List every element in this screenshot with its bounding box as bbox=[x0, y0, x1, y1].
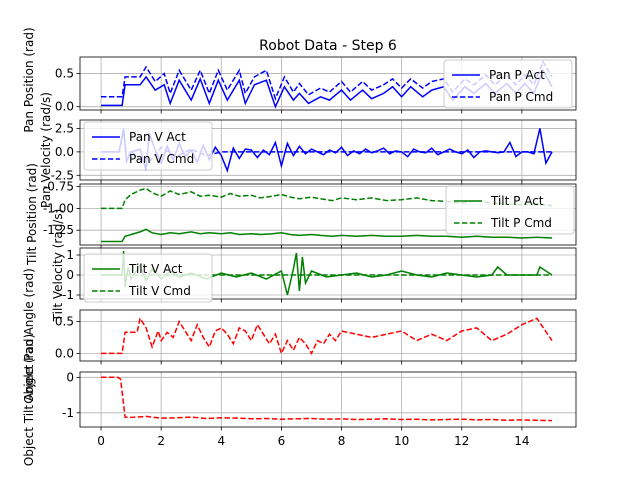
legend-label: Tilt V Cmd bbox=[128, 284, 191, 298]
legend-box bbox=[445, 185, 575, 235]
y-tick-label: -2.5 bbox=[51, 168, 74, 182]
axes-frame bbox=[79, 183, 577, 246]
x-tick-label: 12 bbox=[454, 434, 469, 448]
y-tick-label: -1 bbox=[62, 288, 74, 302]
legend: Tilt V Act Tilt V Cmd bbox=[83, 253, 213, 303]
legend-box bbox=[83, 121, 213, 171]
y-tick-label: -1.25 bbox=[43, 223, 74, 237]
legend-label: Pan P Cmd bbox=[489, 90, 553, 104]
y-tick-label: 0 bbox=[66, 370, 74, 384]
y-tick-label: 2.5 bbox=[55, 121, 74, 135]
legend-label: Pan P Act bbox=[489, 68, 545, 82]
y-axis-label: Tilt Velocity (rad/s) bbox=[51, 209, 65, 323]
subplot-3: -0.75 -1.00 -1.25 Tilt Position (rad) Tilt P… bbox=[25, 163, 577, 266]
legend: Pan V Act Pan V Cmd bbox=[83, 121, 213, 171]
legend-label: Tilt P Act bbox=[490, 194, 544, 208]
legend-box bbox=[443, 59, 573, 109]
y-tick-label: 0.5 bbox=[55, 314, 74, 328]
legend-label: Tilt V Act bbox=[128, 262, 183, 276]
x-tick-label: 8 bbox=[338, 434, 346, 448]
series-line-unnamed bbox=[101, 316, 553, 356]
subplot-5: 0.5 0.0 Object Pan Angle (rad) bbox=[22, 268, 577, 404]
x-tick-label: 2 bbox=[157, 434, 165, 448]
x-tick-label: 0 bbox=[97, 434, 105, 448]
legend: Pan P Act Pan P Cmd bbox=[443, 59, 573, 109]
y-tick-label: -0.75 bbox=[43, 180, 74, 194]
x-tick-label: 4 bbox=[217, 434, 225, 448]
y-axis-label: Object Pan Angle (rad) bbox=[22, 268, 36, 404]
legend: Tilt P Act Tilt P Cmd bbox=[445, 185, 575, 235]
series-line-unnamed bbox=[101, 376, 553, 422]
y-tick-label: -1.00 bbox=[43, 201, 74, 215]
axes-frame bbox=[79, 247, 577, 300]
y-tick-label: 0 bbox=[66, 268, 74, 282]
legend-label: Tilt P Cmd bbox=[490, 216, 552, 230]
subplot-1: 0.0 0.5 Pan Position (rad) Pan P Act Pan P C… bbox=[22, 27, 577, 133]
y-axis-label: Pan Position (rad) bbox=[22, 27, 36, 132]
y-tick-label: -1 bbox=[62, 406, 74, 420]
x-tick-label: 14 bbox=[514, 434, 529, 448]
y-tick-label: 0.0 bbox=[55, 346, 74, 360]
y-tick-label: 1 bbox=[66, 248, 74, 262]
series-line-tilt-p-act bbox=[101, 228, 553, 243]
y-tick-label: 0.5 bbox=[55, 67, 74, 81]
y-tick-label: 0.0 bbox=[55, 145, 74, 159]
axes-frame bbox=[79, 309, 577, 362]
x-tick-label: 6 bbox=[278, 434, 286, 448]
legend-label: Pan V Cmd bbox=[129, 152, 194, 166]
y-tick-label: 0.0 bbox=[55, 100, 74, 114]
y-axis-label: Pan Velocity (rad/s) bbox=[39, 92, 53, 208]
y-axis-label: Object Tilt Angle (rad) bbox=[22, 334, 36, 466]
legend-label: Pan V Act bbox=[129, 130, 186, 144]
axes-frame bbox=[79, 56, 577, 111]
axes-frame bbox=[79, 119, 577, 181]
subplot-6: 0 -1 0 2 4 6 8 10 12 14 Object Tilt Angle (rad) bbox=[22, 334, 577, 466]
x-tick-label: 10 bbox=[394, 434, 409, 448]
legend-box bbox=[83, 253, 213, 303]
chart-title: Robot Data - Step 6 bbox=[259, 38, 397, 54]
y-axis-label: Tilt Position (rad) bbox=[25, 163, 39, 266]
axes-frame bbox=[79, 371, 577, 428]
